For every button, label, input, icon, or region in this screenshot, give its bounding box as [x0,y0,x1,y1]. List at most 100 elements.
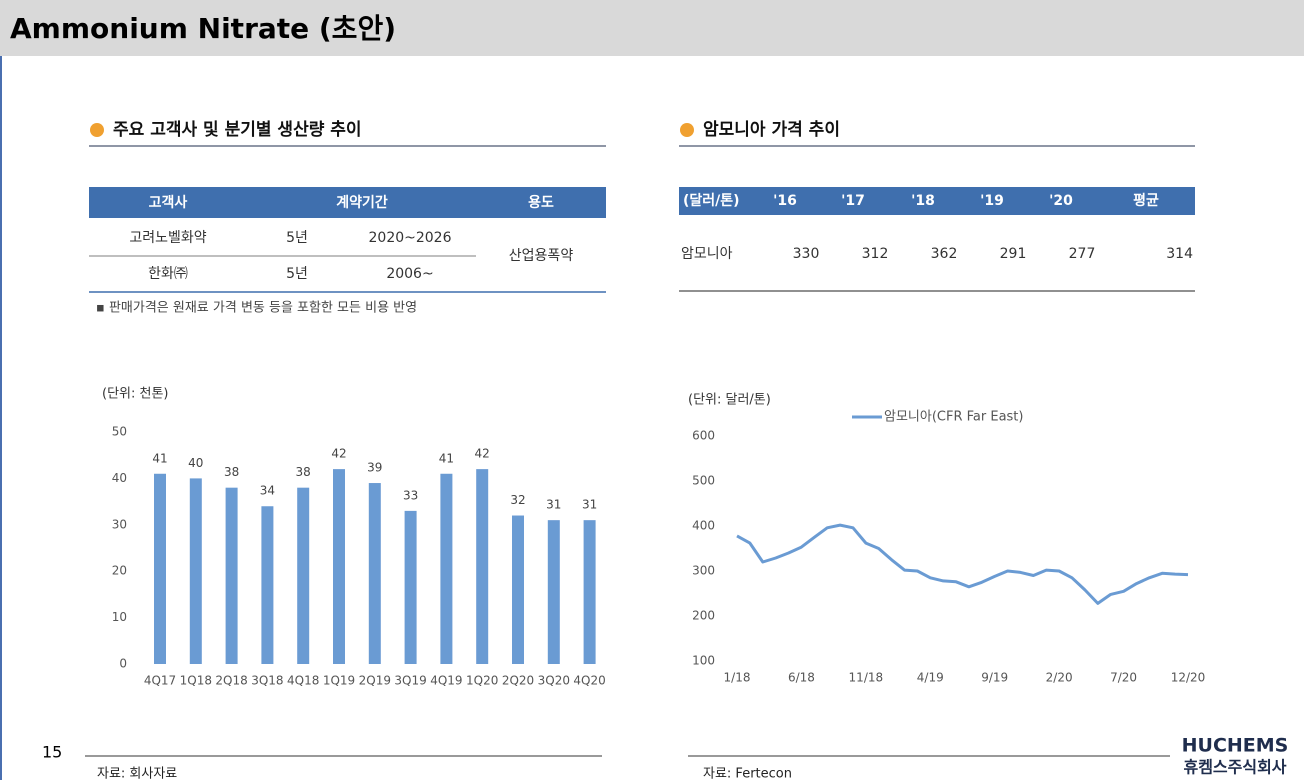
legend-label: 암모니아(CFR Far East) [884,410,1023,425]
bar [333,469,345,664]
x-tick-label: 3Q19 [394,674,426,688]
bar [368,483,381,664]
source: 자료: 회사자료 [97,767,177,780]
x-tick-label: 2Q20 [502,674,534,688]
table-cell: 330 [793,246,820,262]
y-tick-label: 400 [692,519,715,533]
x-tick-label: 2Q18 [215,674,247,688]
table-cell: 5년 [286,230,308,246]
page-number: 15 [42,743,62,762]
x-tick-label: 12/20 [1171,671,1206,685]
x-tick-label: 4/19 [917,671,944,685]
x-tick-label: 4Q20 [573,674,605,688]
x-tick-label: 4Q17 [144,674,176,688]
y-tick-label: 50 [112,425,127,439]
y-tick-label: 300 [692,564,715,578]
column-header: '20 [1049,193,1073,209]
y-tick-label: 40 [112,471,127,485]
data-label: 38 [296,465,311,479]
column-header: (달러/톤) [683,193,740,209]
section-heading: 주요 고객사 및 분기별 생산량 추이 [113,120,362,140]
x-tick-label: 4Q19 [430,674,462,688]
data-label: 31 [582,498,597,512]
x-tick-label: 1Q19 [323,674,355,688]
x-tick-label: 4Q18 [287,674,319,688]
y-tick-label: 20 [112,564,127,578]
table-cell: 277 [1069,246,1096,262]
x-tick-label: 1/18 [724,671,751,685]
column-header: '16 [773,193,797,209]
header-band [0,0,1304,56]
column-header: 평균 [1133,192,1159,209]
column-header: '17 [841,193,865,209]
y-tick-label: 10 [112,610,127,624]
data-label: 41 [439,451,454,465]
data-label: 41 [152,451,167,465]
x-tick-label: 1Q18 [180,674,212,688]
line-series [736,523,1189,605]
table-cell: 2006~ [386,266,433,282]
bar [189,478,202,664]
bullet [680,123,694,137]
slide-title: Ammonium Nitrate (초안) [10,12,396,45]
data-label: 39 [367,461,382,475]
bar [261,506,274,664]
x-tick-label: 11/18 [849,671,884,685]
bar [297,487,310,664]
data-label: 33 [403,488,418,502]
table-cell: 고려노벨화약 [129,230,206,246]
bar [512,515,524,664]
table-cell: 314 [1166,246,1193,262]
bullet [90,123,104,137]
y-tick-label: 0 [119,657,127,671]
data-label: 42 [331,447,346,461]
x-tick-label: 2Q19 [359,674,391,688]
unit-label: (단위: 달러/톤) [688,393,771,408]
data-label: 34 [260,484,275,498]
column-header: '19 [980,193,1004,209]
data-label: 40 [188,456,203,470]
bar [404,510,417,664]
note: ▪ 판매가격은 원재료 가격 변동 등을 포함한 모든 비용 반영 [96,301,417,316]
table-cell: 2020~2026 [369,230,452,246]
data-label: 38 [224,465,239,479]
column-header: 용도 [528,195,554,211]
x-tick-label: 3Q18 [251,674,283,688]
bar [440,473,453,664]
table-header [89,187,606,218]
table-cell: 291 [1000,246,1027,262]
bar [476,469,489,664]
bar [547,520,560,664]
column-header: '18 [911,193,935,209]
x-tick-label: 9/19 [981,671,1008,685]
column-header: 고객사 [149,194,188,211]
y-tick-label: 30 [112,517,127,531]
x-tick-label: 2/20 [1046,671,1073,685]
section-heading: 암모니아 가격 추이 [703,120,840,140]
bar [225,487,238,664]
table-cell: 산업용폭약 [509,248,574,264]
y-tick-label: 200 [692,609,715,623]
logo: HUCHEMS [1182,735,1289,757]
x-tick-label: 6/18 [788,671,815,685]
x-tick-label: 1Q20 [466,674,498,688]
data-label: 42 [475,447,490,461]
column-header: 계약기간 [336,194,388,211]
unit-label: (단위: 천톤) [102,387,169,402]
bar [154,473,166,664]
data-label: 32 [510,493,525,507]
y-tick-label: 500 [692,474,715,488]
table-cell: 암모니아 [681,246,733,262]
table-cell: 362 [931,246,958,262]
company-name: 휴켐스주식회사 [1183,758,1286,777]
bar [583,520,596,664]
table-cell: 312 [862,246,889,262]
y-tick-label: 600 [692,429,715,443]
source: 자료: Fertecon [703,767,792,780]
table-cell: 한화㈜ [148,266,188,282]
x-tick-label: 3Q20 [538,674,570,688]
x-tick-label: 7/20 [1110,671,1137,685]
data-label: 31 [546,498,561,512]
table-cell: 5년 [286,266,308,282]
